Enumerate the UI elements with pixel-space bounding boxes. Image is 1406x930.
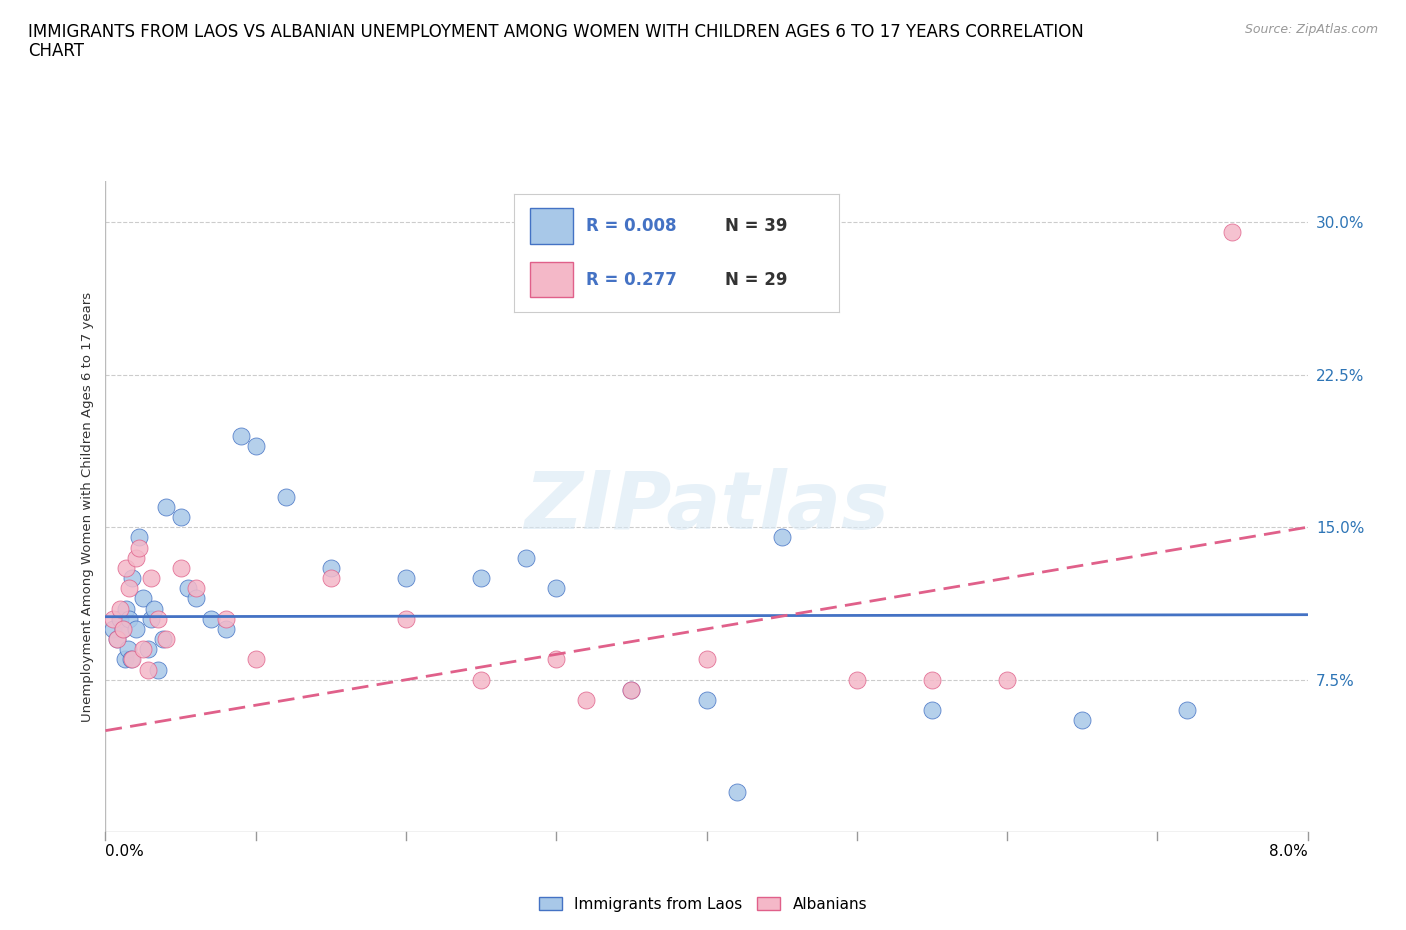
Text: CHART: CHART bbox=[28, 42, 84, 60]
Point bbox=[142, 601, 165, 616]
Point bbox=[136, 642, 159, 657]
Point bbox=[101, 621, 124, 636]
Point bbox=[214, 621, 236, 636]
Point bbox=[118, 611, 141, 626]
Point bbox=[152, 631, 174, 646]
Point bbox=[120, 652, 142, 667]
Point bbox=[921, 672, 943, 687]
Point bbox=[146, 662, 169, 677]
Point bbox=[114, 652, 136, 667]
Point bbox=[124, 621, 146, 636]
Point bbox=[770, 530, 793, 545]
Point bbox=[101, 611, 124, 626]
Point bbox=[1175, 703, 1198, 718]
Point bbox=[245, 438, 267, 453]
Point bbox=[845, 672, 868, 687]
Point bbox=[395, 611, 418, 626]
Point bbox=[146, 611, 169, 626]
Point bbox=[546, 652, 568, 667]
Point bbox=[1071, 713, 1094, 728]
Point bbox=[245, 652, 267, 667]
Point bbox=[319, 561, 342, 576]
Point bbox=[620, 683, 643, 698]
Point bbox=[696, 693, 718, 708]
Point bbox=[112, 621, 135, 636]
Point bbox=[110, 601, 132, 616]
Point bbox=[139, 571, 162, 586]
Point bbox=[117, 642, 139, 657]
Point bbox=[470, 571, 492, 586]
Point bbox=[319, 571, 342, 586]
Point bbox=[115, 561, 138, 576]
Point bbox=[121, 571, 143, 586]
Point bbox=[921, 703, 943, 718]
Point bbox=[128, 530, 150, 545]
Text: ZIPatlas: ZIPatlas bbox=[524, 468, 889, 546]
Point bbox=[177, 580, 200, 596]
Point bbox=[118, 580, 141, 596]
Point bbox=[274, 489, 297, 504]
Point bbox=[169, 561, 191, 576]
Point bbox=[132, 591, 155, 605]
Y-axis label: Unemployment Among Women with Children Ages 6 to 17 years: Unemployment Among Women with Children A… bbox=[82, 292, 94, 722]
Point bbox=[725, 784, 748, 799]
Legend: Immigrants from Laos, Albanians: Immigrants from Laos, Albanians bbox=[533, 890, 873, 918]
Point bbox=[214, 611, 236, 626]
Point bbox=[184, 580, 207, 596]
Point bbox=[110, 611, 132, 626]
Point bbox=[696, 652, 718, 667]
Text: 8.0%: 8.0% bbox=[1268, 844, 1308, 859]
Point bbox=[200, 611, 222, 626]
Point bbox=[155, 499, 177, 514]
Text: 0.0%: 0.0% bbox=[105, 844, 145, 859]
Point bbox=[107, 631, 129, 646]
Point bbox=[515, 551, 537, 565]
Point bbox=[107, 631, 129, 646]
Point bbox=[139, 611, 162, 626]
Point bbox=[124, 551, 146, 565]
Point bbox=[395, 571, 418, 586]
Point bbox=[169, 510, 191, 525]
Text: Source: ZipAtlas.com: Source: ZipAtlas.com bbox=[1244, 23, 1378, 36]
Point bbox=[121, 652, 143, 667]
Point bbox=[155, 631, 177, 646]
Point bbox=[1222, 225, 1244, 240]
Point bbox=[184, 591, 207, 605]
Point bbox=[229, 428, 252, 443]
Point bbox=[136, 662, 159, 677]
Point bbox=[546, 580, 568, 596]
Point bbox=[620, 683, 643, 698]
Point bbox=[112, 621, 135, 636]
Point bbox=[575, 693, 598, 708]
Point bbox=[470, 672, 492, 687]
Point bbox=[132, 642, 155, 657]
Point bbox=[995, 672, 1018, 687]
Point bbox=[115, 601, 138, 616]
Point bbox=[128, 540, 150, 555]
Text: IMMIGRANTS FROM LAOS VS ALBANIAN UNEMPLOYMENT AMONG WOMEN WITH CHILDREN AGES 6 T: IMMIGRANTS FROM LAOS VS ALBANIAN UNEMPLO… bbox=[28, 23, 1084, 41]
